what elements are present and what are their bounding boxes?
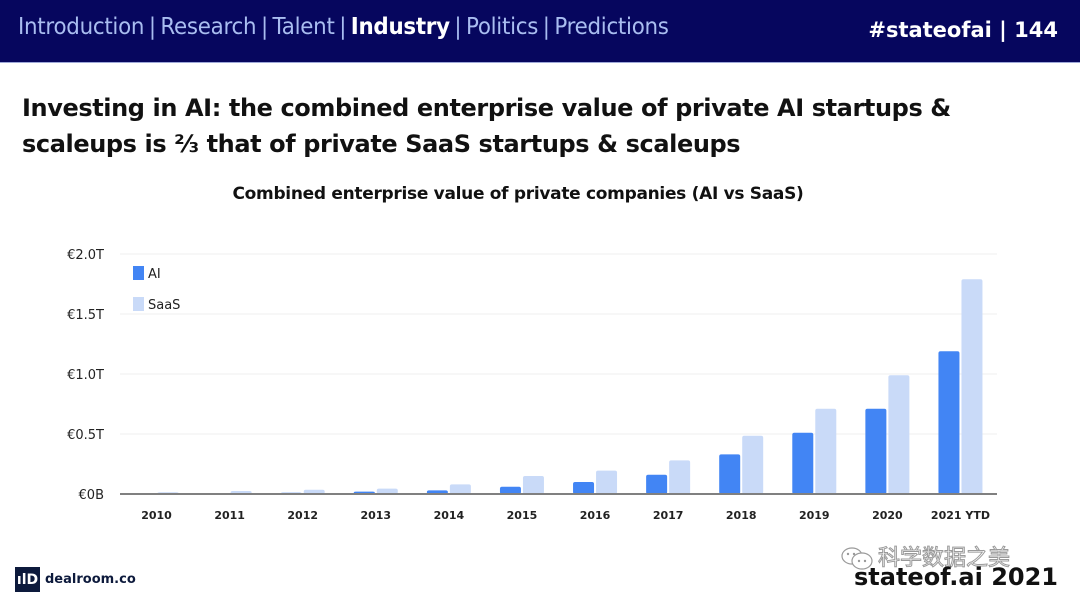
bar-ai-2018: [719, 454, 741, 494]
x-tick-label: 2021 YTD: [931, 509, 990, 522]
x-axis-ticks: 2010 2011 2012 2013 2014 2015 2016 2017 2018 2019…: [141, 509, 990, 522]
nav-item-talent[interactable]: Talent: [272, 14, 335, 40]
x-tick-label: 2010: [141, 509, 172, 522]
nav-item-research[interactable]: Research: [160, 14, 257, 40]
y-tick-label: €0.5T: [67, 428, 104, 443]
x-tick-label: 2012: [287, 509, 318, 522]
bar-ai-2016: [573, 482, 595, 494]
bar-chart: €0B €0.5T €1.0T €1.5T €2.0T 2010 2011 2012 2013…: [67, 248, 997, 522]
nav-separator: |: [339, 14, 347, 40]
x-tick-label: 2014: [434, 509, 465, 522]
y-tick-label: €1.0T: [67, 368, 104, 383]
bar-saas-2016: [596, 470, 618, 494]
nav-item-introduction[interactable]: Introduction: [18, 14, 145, 40]
x-tick-label: 2017: [653, 509, 684, 522]
bar-saas-2017: [669, 460, 691, 494]
hashtag-page-number: #stateofai | 144: [868, 18, 1058, 42]
dealroom-logo-icon: ılD: [15, 567, 40, 592]
x-tick-label: 2013: [360, 509, 391, 522]
bars: [120, 279, 997, 495]
x-tick-label: 2016: [580, 509, 611, 522]
gridlines: [120, 253, 997, 435]
bar-ai-2021-ytd: [938, 351, 960, 494]
bar-saas-2013: [376, 488, 398, 494]
bar-saas-2012: [303, 489, 325, 494]
bar-saas-2021-ytd: [961, 279, 983, 494]
legend-label-saas: SaaS: [148, 298, 180, 313]
legend: AI SaaS: [133, 266, 180, 313]
y-tick-label: €1.5T: [67, 308, 104, 323]
bar-ai-2015: [499, 486, 521, 494]
slide-headline: Investing in AI: the combined enterprise…: [22, 94, 951, 158]
x-tick-label: 2020: [872, 509, 903, 522]
section-nav: Introduction | Research | Talent | Industry | Po…: [18, 14, 669, 40]
dealroom-logo: ılD dealroom.co: [15, 567, 136, 592]
nav-separator: |: [542, 14, 550, 40]
y-axis-ticks: €0B €0.5T €1.0T €1.5T €2.0T: [67, 248, 104, 503]
x-tick-label: 2019: [799, 509, 830, 522]
bar-saas-2014: [449, 484, 471, 494]
nav-separator: |: [260, 14, 268, 40]
nav-item-industry[interactable]: Industry: [350, 14, 450, 40]
chat-bubbles-icon: [841, 547, 873, 570]
bar-saas-2018: [742, 435, 764, 494]
bar-saas-2015: [522, 476, 544, 494]
nav-item-politics[interactable]: Politics: [465, 14, 539, 40]
legend-label-ai: AI: [148, 267, 161, 282]
nav-separator: |: [148, 14, 156, 40]
bar-saas-2020: [888, 375, 910, 494]
bar-ai-2019: [792, 432, 814, 494]
x-tick-label: 2018: [726, 509, 757, 522]
nav-separator: |: [454, 14, 462, 40]
bar-ai-2017: [646, 474, 668, 494]
watermark: 科学数据之美: [840, 540, 1011, 572]
bar-saas-2019: [815, 408, 837, 494]
y-tick-label: €2.0T: [67, 248, 104, 263]
chart-title: Combined enterprise value of private com…: [232, 184, 804, 204]
source-label: dealroom.co: [45, 572, 136, 587]
header-bar: Introduction | Research | Talent | Industry | Po…: [0, 0, 1080, 63]
y-tick-label: €0B: [79, 488, 104, 503]
brand-label: stateof.ai 2021: [853, 563, 1058, 591]
legend-swatch-saas: [133, 297, 144, 311]
nav-item-predictions[interactable]: Predictions: [554, 14, 669, 40]
x-tick-label: 2011: [214, 509, 245, 522]
x-tick-label: 2015: [507, 509, 538, 522]
watermark-text: 科学数据之美: [877, 546, 1011, 572]
legend-swatch-ai: [133, 266, 144, 280]
bar-ai-2020: [865, 408, 887, 494]
